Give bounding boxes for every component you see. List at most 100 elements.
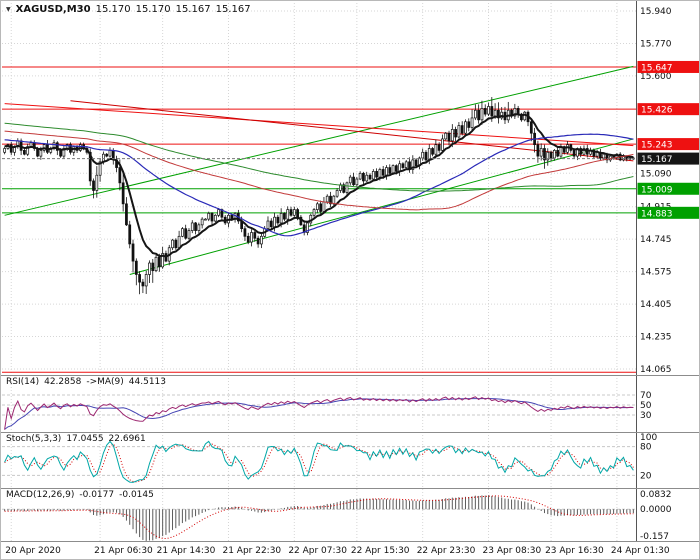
candle-body	[118, 167, 122, 184]
candle-body	[148, 262, 151, 275]
price-axis[interactable]: 15.94015.77015.60015.09014.91514.74514.5…	[636, 1, 700, 542]
candle-body	[322, 201, 326, 212]
candle-body	[447, 132, 451, 142]
candle-body	[210, 213, 214, 222]
candle-body	[108, 150, 112, 157]
candle-body	[296, 209, 299, 218]
candle-body	[572, 150, 576, 157]
candle-body	[171, 239, 174, 249]
price-tick-label: 15.770	[640, 39, 672, 49]
candle-body	[470, 117, 474, 128]
candle-body	[566, 144, 569, 153]
candle-body	[141, 281, 145, 287]
candle-body	[243, 228, 247, 237]
candle-body	[375, 171, 378, 178]
candle-body	[454, 129, 457, 138]
candle-body	[92, 180, 95, 191]
candle-body	[385, 167, 388, 176]
candle-body	[414, 159, 418, 167]
trendline	[129, 138, 634, 275]
price-level-box	[637, 182, 699, 195]
rsi-name: RSI(14)	[6, 377, 40, 387]
trendline	[70, 100, 634, 162]
candle-body	[378, 169, 382, 178]
candle-body	[276, 216, 280, 224]
price-level-box	[637, 60, 699, 73]
candle-body	[194, 222, 197, 231]
candle-body	[464, 121, 467, 134]
candle-body	[98, 161, 102, 176]
candle-body	[319, 203, 323, 212]
price-level-box	[637, 206, 699, 219]
candle-body	[332, 195, 336, 205]
time-label: 21 Apr 22:30	[222, 546, 281, 556]
macd-signal-line	[4, 495, 634, 540]
candle-body	[157, 256, 161, 268]
candle-body	[335, 190, 339, 197]
candle-body	[421, 151, 425, 159]
candle-body	[292, 209, 296, 216]
candle-body	[497, 109, 500, 119]
candle-body	[358, 172, 362, 180]
candle-body	[250, 232, 253, 243]
chart-title: ▼ XAGUSD,M30 15.170 15.170 15.167 15.167	[6, 4, 251, 15]
candle-body	[144, 274, 148, 287]
stoch-header: Stoch(5,3,3) 17.0455 22.6961	[6, 434, 146, 444]
price-tick-label: 14.575	[640, 268, 672, 278]
candle-body	[204, 218, 207, 221]
rsi-ma-name: ->MA(9)	[86, 377, 124, 387]
candle-body	[431, 148, 434, 155]
price-tick-label: 15.090	[640, 169, 672, 179]
candle-body	[467, 121, 471, 128]
candle-body	[125, 203, 128, 226]
candle-body	[213, 214, 217, 222]
candle-body	[362, 172, 365, 182]
rsi-line	[4, 396, 634, 430]
candle-body	[602, 153, 606, 159]
grid-layer	[2, 3, 637, 541]
time-label: 21 Apr 06:30	[94, 546, 153, 556]
price-level-box-label: 15.243	[641, 141, 673, 151]
candle-body	[88, 151, 92, 182]
candle-body	[441, 138, 444, 151]
candle-body	[434, 144, 438, 155]
price-level-box	[637, 152, 699, 165]
candle-body	[312, 209, 316, 216]
candle-body	[493, 109, 497, 117]
candle-body	[371, 171, 375, 180]
candle-body	[539, 148, 543, 157]
trendline	[4, 103, 634, 147]
candle-body	[23, 150, 26, 155]
time-label: 24 Apr 01:30	[611, 546, 670, 556]
candle-body	[457, 125, 461, 138]
candle-body	[404, 161, 408, 168]
candle-body	[3, 148, 7, 153]
time-label: 22 Apr 07:30	[288, 546, 347, 556]
candle-body	[437, 144, 441, 151]
candle-body	[329, 195, 332, 205]
candle-body	[556, 150, 560, 157]
candle-body	[315, 203, 319, 210]
candle-body	[348, 176, 352, 184]
macd-signal-value: -0.0145	[119, 490, 154, 500]
candle-body	[279, 213, 283, 224]
candle-body	[480, 108, 484, 121]
candle-body	[473, 109, 477, 119]
candle-body	[487, 106, 490, 115]
time-axis[interactable]: 20 Apr 2020 21 Apr 06:30 21 Apr 14:30 21 Ap…	[5, 546, 670, 556]
macd-panel	[2, 495, 636, 541]
time-label: 23 Apr 16:30	[545, 546, 604, 556]
candle-body	[562, 146, 566, 153]
candle-body	[154, 256, 158, 272]
candle-body	[529, 121, 533, 134]
candle-body	[477, 109, 481, 121]
candle-body	[26, 146, 30, 155]
candle-body	[592, 150, 596, 157]
candle-body	[200, 218, 204, 226]
candle-body	[460, 125, 464, 134]
quote-open: 15.170	[95, 4, 131, 15]
candle-body	[582, 148, 586, 155]
candle-body	[273, 216, 276, 228]
